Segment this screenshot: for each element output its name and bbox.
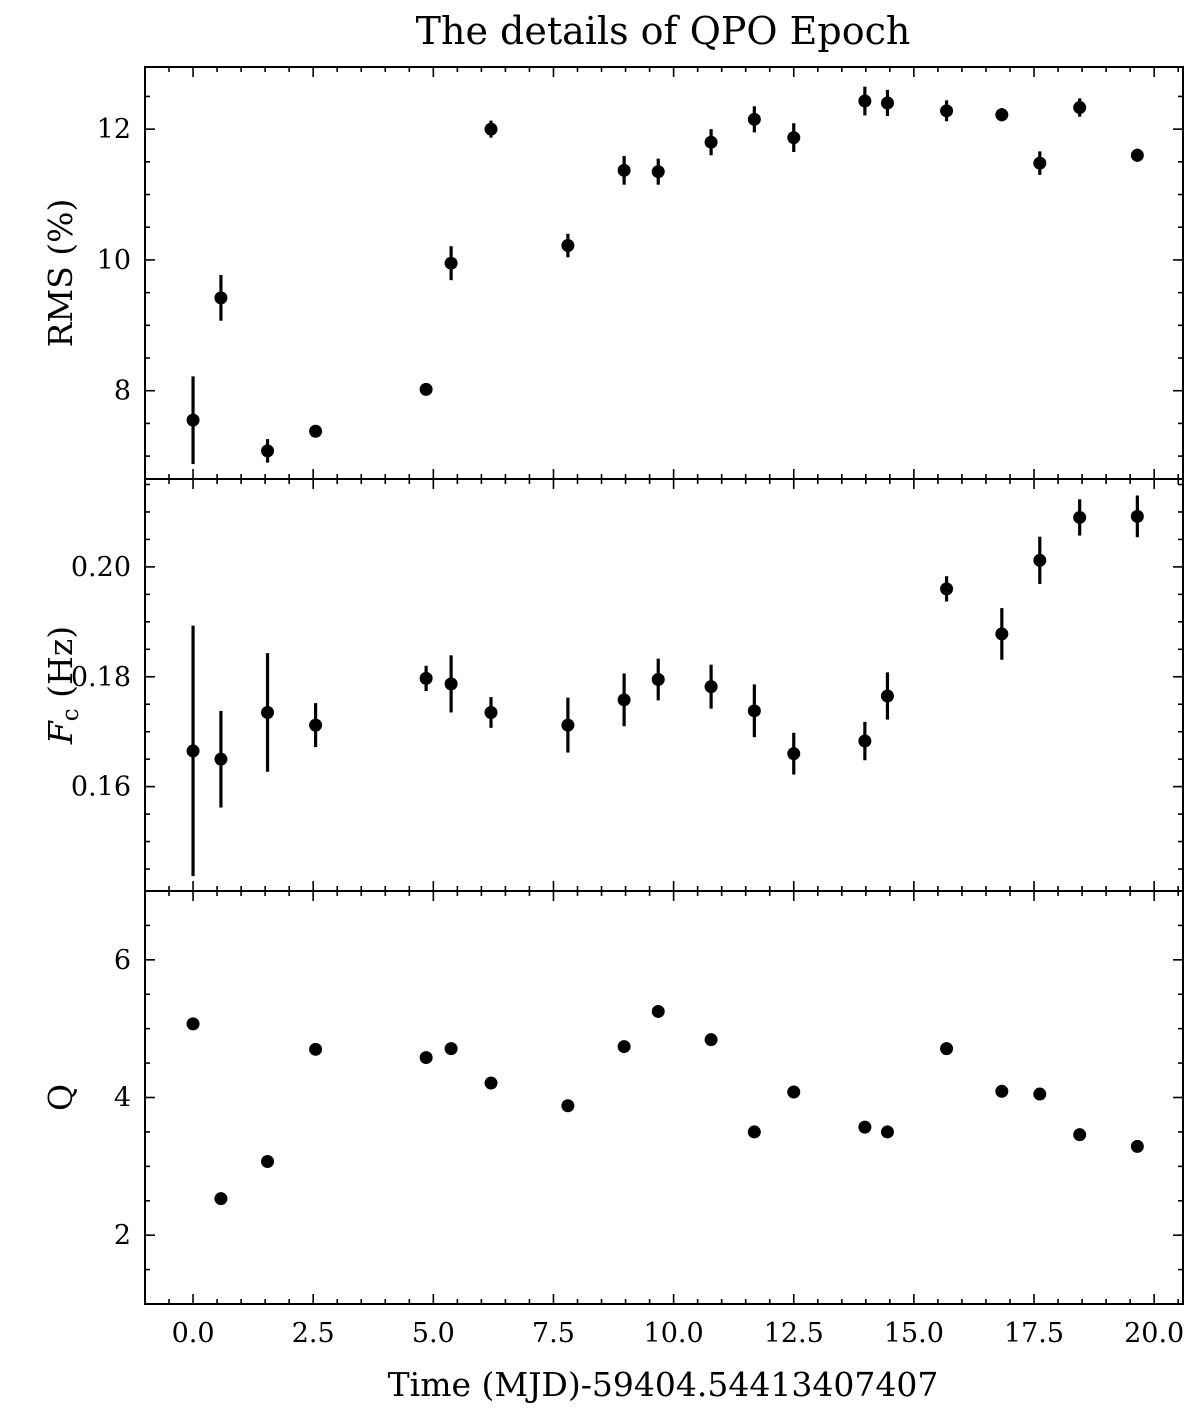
y-tick-label: 6	[114, 945, 131, 976]
y-tick-label: 0.20	[71, 552, 131, 583]
data-point	[880, 689, 894, 703]
data-point	[704, 135, 718, 149]
data-point	[1073, 510, 1087, 524]
data-point	[858, 94, 872, 108]
data-point	[747, 112, 761, 126]
data-point	[261, 1155, 275, 1169]
x-tick-label: 0.0	[172, 1318, 215, 1349]
data-point	[444, 1042, 458, 1056]
x-tick-label: 10.0	[644, 1318, 704, 1349]
data-point	[995, 1084, 1009, 1098]
data-point	[704, 1033, 718, 1047]
data-point	[214, 291, 228, 305]
data-point	[617, 1040, 631, 1054]
data-point	[1033, 1087, 1047, 1101]
data-point	[704, 680, 718, 694]
data-point	[617, 693, 631, 707]
data-point	[1073, 1128, 1087, 1142]
data-point	[651, 165, 665, 179]
data-point	[858, 734, 872, 748]
data-point	[484, 705, 498, 719]
data-point	[1130, 1139, 1144, 1153]
data-point	[561, 239, 575, 253]
data-point	[995, 108, 1009, 122]
x-tick-label: 2.5	[292, 1318, 335, 1349]
data-point	[787, 747, 801, 761]
data-point	[444, 677, 458, 691]
data-point	[261, 444, 275, 458]
data-point	[858, 1120, 872, 1134]
data-point	[309, 424, 323, 438]
data-point	[651, 673, 665, 687]
data-point	[787, 131, 801, 145]
panel-rms: 8 10 12 RMS (%)	[41, 66, 1184, 480]
data-point	[186, 1017, 200, 1031]
data-point	[419, 382, 433, 396]
data-point	[309, 718, 323, 732]
data-point	[940, 104, 954, 118]
y-tick-label: 12	[97, 114, 131, 145]
data-point	[419, 1051, 433, 1065]
data-point	[880, 1125, 894, 1139]
y-tick-label: 0.16	[71, 772, 131, 803]
data-point	[747, 1125, 761, 1139]
data-point	[651, 1004, 665, 1018]
data-point	[880, 96, 894, 110]
panel-frame	[144, 890, 1184, 1305]
data-point	[1130, 509, 1144, 523]
data-point	[940, 582, 954, 596]
data-point	[1033, 156, 1047, 170]
data-point	[1073, 101, 1087, 115]
x-tick-label: 5.0	[412, 1318, 455, 1349]
chart-title: The details of QPO Epoch	[416, 9, 911, 53]
y-tick-label: 10	[97, 245, 131, 276]
data-point	[484, 1076, 498, 1090]
y-tick-label: 4	[114, 1083, 131, 1114]
x-tick-label: 15.0	[884, 1318, 944, 1349]
x-axis-label: Time (MJD)-59404.54413407407	[388, 1365, 939, 1404]
data-point	[419, 671, 433, 685]
data-point	[561, 1099, 575, 1113]
y-axis-label-frequency: Fc (Hz)	[41, 626, 84, 745]
data-point	[1033, 553, 1047, 567]
data-point	[995, 627, 1009, 641]
panel-q: 2 4 6 Q 0.0 2.5 5.0 7.5 10.0 12.5 15.0 17.5 20.0	[41, 890, 1184, 1349]
data-point	[186, 744, 200, 758]
y-tick-label: 2	[114, 1220, 131, 1251]
x-tick-label: 7.5	[532, 1318, 575, 1349]
panel-frame	[144, 478, 1184, 892]
y-tick-label: 0.18	[71, 662, 131, 693]
data-point	[214, 1192, 228, 1206]
data-point	[787, 1085, 801, 1099]
data-point	[1130, 148, 1144, 162]
data-point	[214, 752, 228, 766]
y-axis-label-q: Q	[41, 1084, 80, 1111]
y-tick-label: 8	[114, 376, 131, 407]
data-point	[940, 1042, 954, 1056]
data-point	[186, 413, 200, 427]
data-point	[309, 1042, 323, 1056]
data-point	[617, 163, 631, 177]
panel-frame	[144, 66, 1184, 480]
data-point	[261, 705, 275, 719]
data-point	[747, 704, 761, 718]
data-point	[561, 718, 575, 732]
data-point	[444, 256, 458, 270]
panel-frequency: 0.16 0.18 0.20 Fc (Hz)	[41, 478, 1184, 892]
x-tick-label: 17.5	[1004, 1318, 1064, 1349]
y-axis-label-rms: RMS (%)	[41, 199, 80, 348]
x-tick-label: 20.0	[1124, 1318, 1184, 1349]
data-point	[484, 122, 498, 136]
x-tick-label: 12.5	[764, 1318, 824, 1349]
